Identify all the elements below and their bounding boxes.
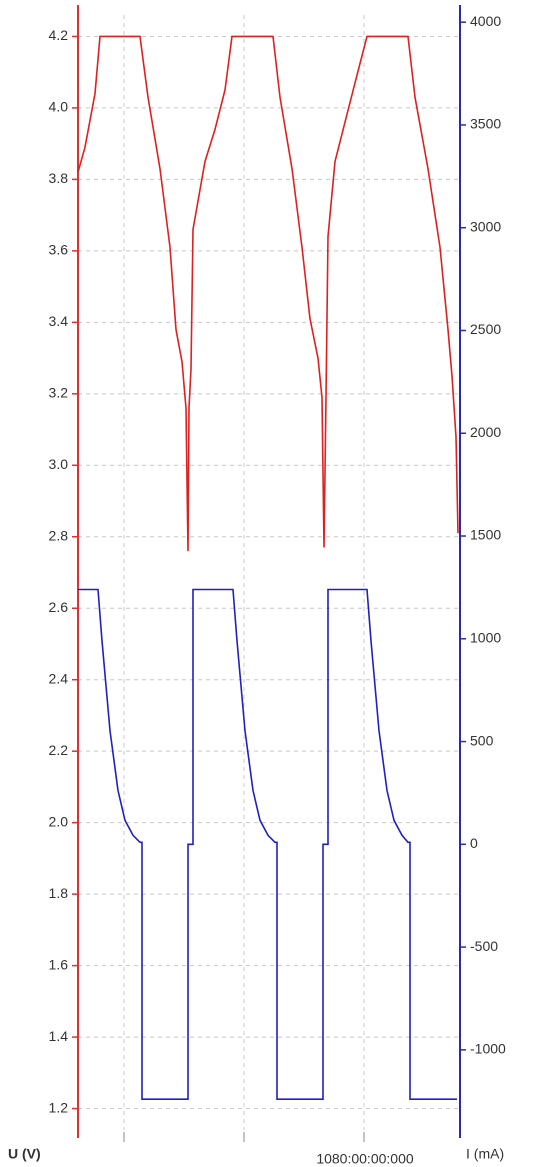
y2-tick-label: 4000 [470,13,501,29]
y-tick-label: 2.2 [49,742,69,758]
y2-tick-label: 1500 [470,527,501,543]
y-tick-label: 2.0 [49,813,69,829]
y2-tick-label: 3000 [470,218,501,234]
y2-tick-label: 3500 [470,116,501,132]
y-tick-label: 2.4 [49,670,69,686]
series-line [77,35,459,552]
y-tick-label: 4.0 [49,99,69,115]
series-line [78,588,457,1100]
y-tick-label: 1.6 [49,956,69,972]
y2-tick-label: -1000 [470,1041,506,1057]
y2-tick-label: 1000 [470,629,501,645]
y-tick-label: 4.2 [49,27,69,43]
y-tick-label: 1.2 [49,1099,69,1115]
y-tick-label: 2.8 [49,527,69,543]
y2-tick-label: 2500 [470,321,501,337]
y-tick-label: 3.0 [49,456,69,472]
y-tick-label: 1.4 [49,1028,69,1044]
x-axis-label: 1080:00:00:000 [316,1151,414,1167]
y2-axis-label: I (mA) [466,1146,504,1162]
y-tick-label: 3.4 [49,313,69,329]
y-tick-label: 3.2 [49,385,69,401]
y2-tick-label: -500 [470,938,498,954]
y2-tick-label: 2000 [470,424,501,440]
y-axis-label: U (V) [8,1146,41,1162]
y-tick-label: 3.6 [49,242,69,258]
y-tick-label: 1.8 [49,885,69,901]
y2-tick-label: 0 [470,835,478,851]
y-tick-label: 3.8 [49,170,69,186]
y2-tick-label: 500 [470,732,494,748]
y-tick-label: 2.6 [49,599,69,615]
